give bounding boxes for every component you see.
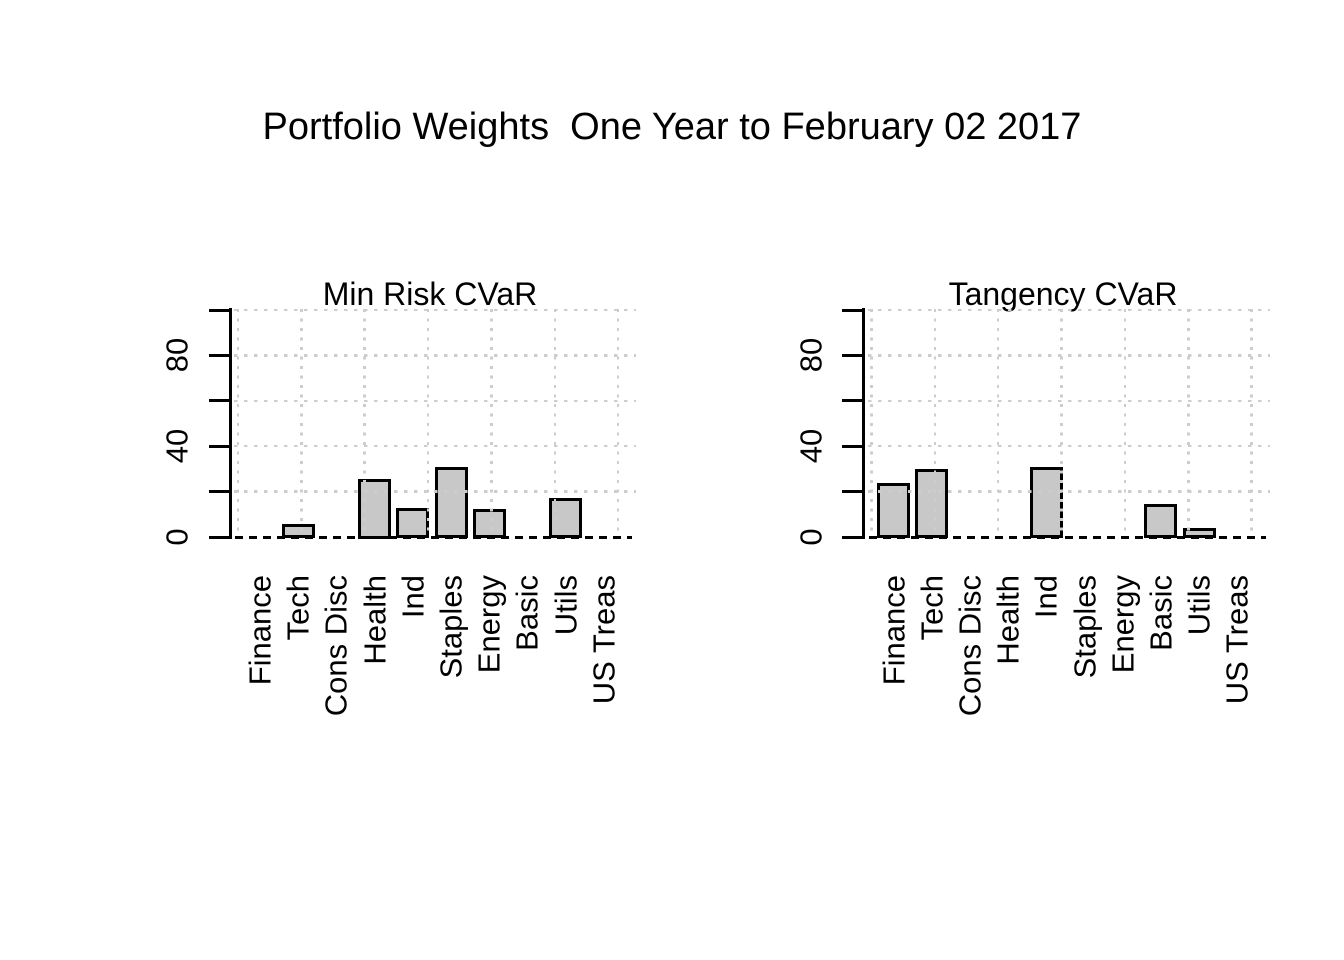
x-category-label: Energy bbox=[1105, 575, 1141, 674]
x-category-label: Health bbox=[990, 575, 1026, 665]
y-axis-tick bbox=[842, 399, 862, 403]
gridline-vertical bbox=[490, 309, 493, 537]
y-tick-label: 80 bbox=[793, 338, 828, 373]
gridline-vertical bbox=[426, 309, 430, 537]
y-axis-line bbox=[862, 307, 865, 539]
x-category-label: Utils bbox=[1181, 575, 1217, 636]
x-category-label: Staples bbox=[1067, 575, 1102, 679]
gridline-horizontal bbox=[234, 490, 636, 493]
y-axis-tick bbox=[208, 535, 229, 539]
y-axis-tick bbox=[842, 444, 862, 448]
gridline-horizontal bbox=[867, 308, 1270, 312]
y-axis-tick bbox=[842, 308, 862, 312]
gridline-vertical bbox=[1123, 309, 1127, 537]
gridline-vertical bbox=[616, 309, 620, 537]
bar-tech bbox=[915, 468, 949, 539]
chart-title-tangency: Tangency CVaR bbox=[948, 276, 1178, 312]
y-axis-line bbox=[228, 307, 232, 539]
x-category-label: Cons Disc bbox=[952, 575, 988, 717]
gridline-vertical bbox=[300, 309, 303, 537]
gridline-vertical bbox=[1250, 309, 1253, 537]
gridline-vertical bbox=[236, 309, 240, 537]
figure-main-title: Portfolio Weights One Year to February 0… bbox=[262, 106, 1082, 148]
gridline-vertical bbox=[1060, 309, 1063, 537]
gridline-horizontal bbox=[234, 399, 636, 403]
gridline-horizontal bbox=[234, 354, 636, 357]
bar-staples bbox=[434, 467, 468, 539]
y-axis-tick bbox=[842, 490, 862, 494]
gridline-horizontal bbox=[867, 444, 1270, 448]
gridline-horizontal bbox=[867, 399, 1270, 403]
gridline-horizontal bbox=[867, 490, 1270, 493]
y-axis-tick bbox=[842, 535, 862, 539]
gridline-horizontal bbox=[234, 308, 636, 312]
x-category-label: Tech bbox=[914, 575, 950, 641]
y-axis-tick bbox=[208, 399, 229, 403]
y-axis-tick bbox=[208, 308, 229, 312]
gridline-vertical bbox=[1187, 309, 1190, 537]
gridline-horizontal bbox=[867, 354, 1270, 357]
x-category-label: Basic bbox=[1143, 575, 1179, 651]
x-category-label: Finance bbox=[876, 575, 911, 686]
x-category-label: Ind bbox=[1028, 575, 1064, 619]
gridline-vertical bbox=[933, 309, 937, 537]
chart-title-min-risk: Min Risk CVaR bbox=[322, 276, 538, 312]
gridline-vertical bbox=[996, 309, 1000, 537]
zero-baseline bbox=[868, 535, 1266, 539]
bar-energy bbox=[472, 509, 506, 539]
y-axis-tick bbox=[208, 444, 229, 448]
gridline-vertical bbox=[363, 309, 366, 537]
y-axis-tick bbox=[208, 490, 229, 494]
bar-ind bbox=[1029, 467, 1063, 539]
gridline-vertical bbox=[870, 309, 873, 537]
y-tick-label: 40 bbox=[793, 428, 828, 464]
y-axis-tick bbox=[842, 353, 862, 357]
y-tick-label: 0 bbox=[793, 528, 828, 546]
zero-baseline bbox=[235, 535, 632, 539]
gridline-vertical bbox=[553, 309, 556, 537]
x-category-label: US Treas bbox=[1219, 575, 1255, 705]
y-axis-tick bbox=[208, 353, 229, 357]
bar-basic bbox=[1144, 503, 1178, 539]
gridline-horizontal bbox=[234, 444, 636, 448]
